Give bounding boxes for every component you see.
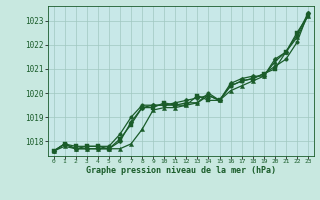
X-axis label: Graphe pression niveau de la mer (hPa): Graphe pression niveau de la mer (hPa) — [86, 166, 276, 175]
